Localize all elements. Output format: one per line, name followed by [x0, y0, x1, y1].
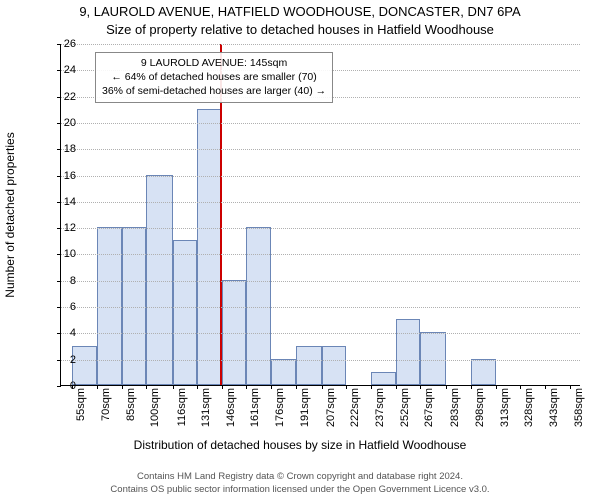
x-tick-label: 100sqm	[149, 388, 161, 427]
histogram-bar	[173, 240, 198, 385]
x-tick-label: 116sqm	[176, 388, 188, 426]
gridline	[61, 307, 580, 308]
gridline	[61, 149, 580, 150]
x-tick-mark	[222, 385, 223, 389]
gridline	[61, 176, 580, 177]
y-tick-label: 16	[46, 170, 76, 182]
histogram-bar	[322, 346, 347, 385]
y-tick-label: 8	[46, 275, 76, 287]
x-tick-mark	[496, 385, 497, 389]
gridline	[61, 228, 580, 229]
histogram-bar	[72, 346, 97, 385]
x-tick-mark	[446, 385, 447, 389]
x-tick-label: 146sqm	[225, 388, 237, 427]
x-tick-mark	[246, 385, 247, 389]
histogram-bar	[471, 359, 496, 385]
x-tick-label: 222sqm	[349, 388, 361, 427]
histogram-bar	[420, 332, 446, 385]
gridline	[61, 44, 580, 45]
x-tick-mark	[296, 385, 297, 389]
gridline	[61, 281, 580, 282]
x-tick-mark	[322, 385, 323, 389]
credits-line-2: Contains OS public sector information li…	[0, 484, 600, 496]
title-line-2: Size of property relative to detached ho…	[0, 22, 600, 37]
gridline	[61, 254, 580, 255]
x-tick-mark	[146, 385, 147, 389]
x-tick-mark	[545, 385, 546, 389]
annotation-line-2: ← 64% of detached houses are smaller (70…	[102, 70, 326, 84]
y-tick-label: 6	[46, 301, 76, 313]
y-tick-label: 12	[46, 222, 76, 234]
y-tick-label: 2	[46, 354, 76, 366]
x-tick-label: 85sqm	[125, 388, 137, 421]
chart-container: 9, LAUROLD AVENUE, HATFIELD WOODHOUSE, D…	[0, 0, 600, 500]
y-tick-label: 26	[46, 38, 76, 50]
y-tick-label: 0	[46, 380, 76, 392]
x-tick-label: 55sqm	[75, 388, 87, 421]
y-tick-label: 22	[46, 91, 76, 103]
y-tick-label: 10	[46, 248, 76, 260]
x-tick-mark	[346, 385, 347, 389]
histogram-bar	[396, 319, 421, 385]
x-tick-label: 267sqm	[423, 388, 435, 427]
histogram-bar	[296, 346, 322, 385]
x-tick-label: 298sqm	[474, 388, 486, 427]
gridline	[61, 360, 580, 361]
x-tick-mark	[420, 385, 421, 389]
x-tick-label: 191sqm	[299, 388, 311, 427]
title-line-1: 9, LAUROLD AVENUE, HATFIELD WOODHOUSE, D…	[0, 4, 600, 19]
y-tick-label: 20	[46, 117, 76, 129]
x-tick-label: 313sqm	[499, 388, 511, 427]
y-axis-label: Number of detached properties	[3, 132, 17, 297]
x-tick-mark	[520, 385, 521, 389]
credits: Contains HM Land Registry data © Crown c…	[0, 471, 600, 496]
x-tick-label: 176sqm	[274, 388, 286, 427]
x-tick-label: 207sqm	[325, 388, 337, 427]
x-tick-mark	[97, 385, 98, 389]
x-tick-mark	[471, 385, 472, 389]
gridline	[61, 202, 580, 203]
y-tick-label: 14	[46, 196, 76, 208]
credits-line-1: Contains HM Land Registry data © Crown c…	[0, 471, 600, 483]
x-tick-mark	[371, 385, 372, 389]
x-tick-label: 161sqm	[249, 388, 261, 427]
annotation-line-3: 36% of semi-detached houses are larger (…	[102, 84, 326, 98]
x-tick-label: 328sqm	[523, 388, 535, 427]
x-tick-mark	[396, 385, 397, 389]
x-tick-label: 358sqm	[573, 388, 585, 427]
gridline	[61, 123, 580, 124]
histogram-bar	[271, 359, 296, 385]
histogram-bar	[146, 175, 172, 385]
x-axis-label: Distribution of detached houses by size …	[0, 438, 600, 452]
x-tick-mark	[173, 385, 174, 389]
x-tick-mark	[271, 385, 272, 389]
x-tick-label: 252sqm	[399, 388, 411, 427]
x-tick-mark	[570, 385, 571, 389]
x-tick-label: 70sqm	[100, 388, 112, 421]
y-tick-label: 24	[46, 64, 76, 76]
x-tick-label: 131sqm	[200, 388, 212, 427]
x-tick-mark	[122, 385, 123, 389]
gridline	[61, 333, 580, 334]
x-tick-label: 343sqm	[548, 388, 560, 427]
annotation-line-1: 9 LAUROLD AVENUE: 145sqm	[102, 56, 326, 70]
y-tick-label: 4	[46, 327, 76, 339]
y-tick-label: 18	[46, 143, 76, 155]
x-tick-mark	[197, 385, 198, 389]
x-tick-label: 237sqm	[374, 388, 386, 427]
annotation-box: 9 LAUROLD AVENUE: 145sqm ← 64% of detach…	[95, 52, 333, 103]
x-tick-label: 283sqm	[449, 388, 461, 427]
histogram-bar	[371, 372, 396, 385]
